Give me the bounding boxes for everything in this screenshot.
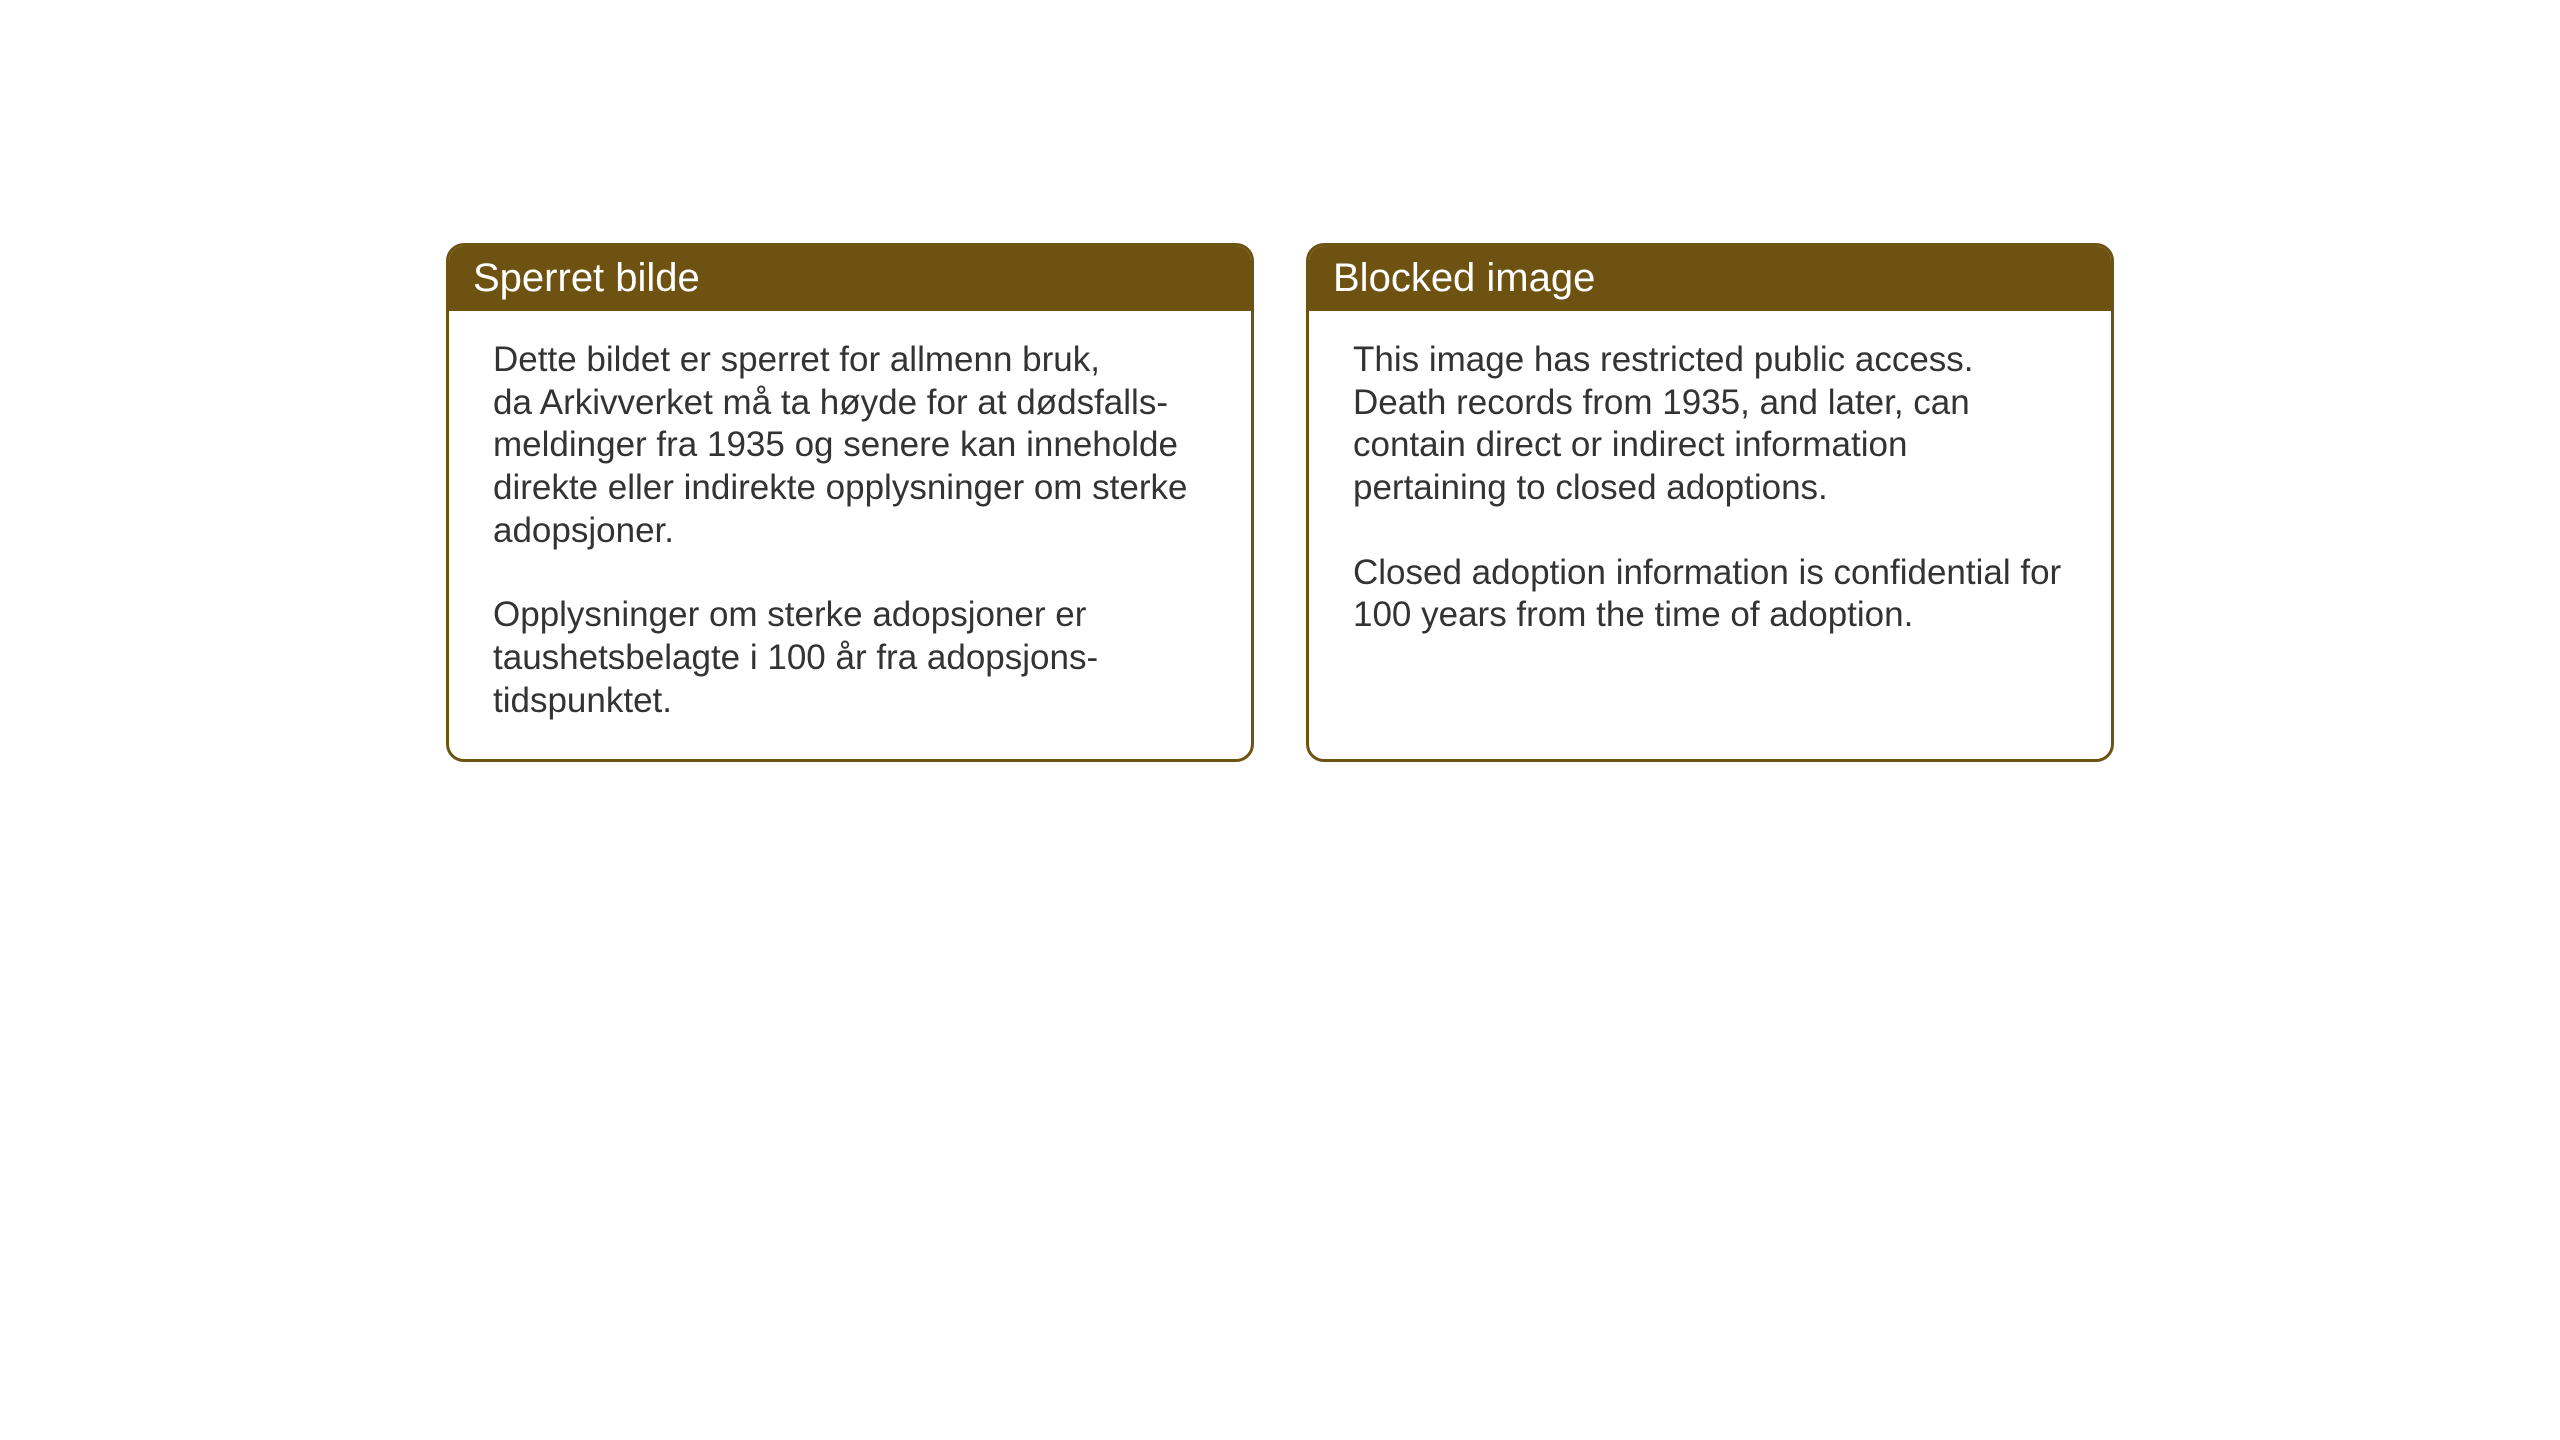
card-english: Blocked image This image has restricted …: [1306, 243, 2114, 762]
card-paragraph1-norwegian: Dette bildet er sperret for allmenn bruk…: [493, 339, 1207, 552]
card-header-english: Blocked image: [1309, 246, 2111, 311]
card-norwegian: Sperret bilde Dette bildet er sperret fo…: [446, 243, 1254, 762]
card-header-norwegian: Sperret bilde: [449, 246, 1251, 311]
card-paragraph1-english: This image has restricted public access.…: [1353, 339, 2067, 510]
card-paragraph2-norwegian: Opplysninger om sterke adopsjoner er tau…: [493, 594, 1207, 722]
card-paragraph2-english: Closed adoption information is confident…: [1353, 552, 2067, 637]
card-title-norwegian: Sperret bilde: [473, 256, 700, 300]
card-body-norwegian: Dette bildet er sperret for allmenn bruk…: [449, 311, 1251, 759]
card-body-english: This image has restricted public access.…: [1309, 311, 2111, 751]
cards-container: Sperret bilde Dette bildet er sperret fo…: [446, 243, 2114, 762]
card-title-english: Blocked image: [1333, 256, 1595, 300]
